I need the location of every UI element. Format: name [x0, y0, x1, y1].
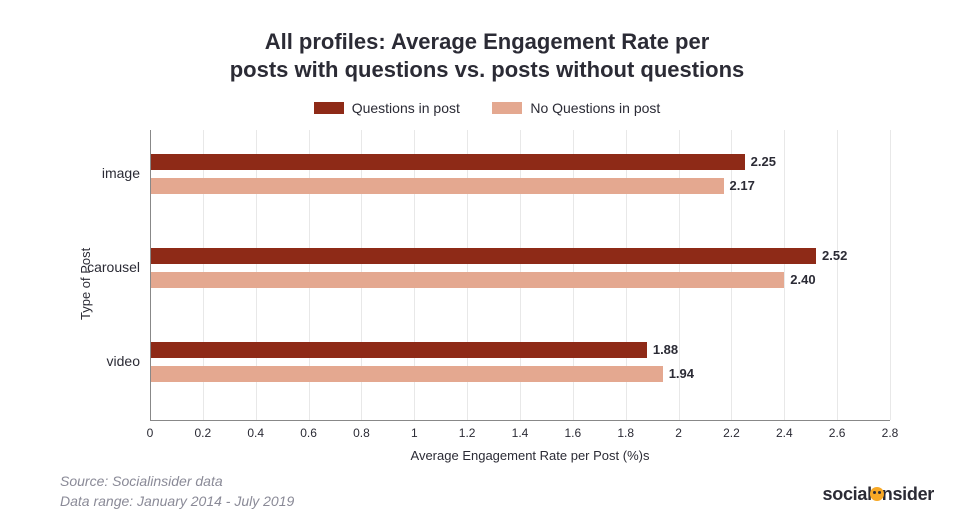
gridline [837, 130, 838, 420]
chart-title-line2: posts with questions vs. posts without q… [0, 56, 974, 84]
x-tick-label: 1.8 [611, 426, 641, 440]
x-tick-label: 2.2 [716, 426, 746, 440]
y-axis-line [150, 130, 151, 420]
chart-title-line1: All profiles: Average Engagement Rate pe… [0, 28, 974, 56]
x-axis-line [150, 420, 890, 421]
legend-swatch-noquestions [492, 102, 522, 114]
bar [150, 272, 784, 288]
x-tick-label: 1.6 [558, 426, 588, 440]
legend: Questions in post No Questions in post [0, 100, 974, 119]
brand-dot-icon [870, 487, 884, 501]
legend-label-noquestions: No Questions in post [530, 100, 660, 116]
bar-value-label: 2.52 [822, 248, 847, 263]
x-tick-label: 2 [664, 426, 694, 440]
source-line: Source: Socialinsider data [60, 473, 223, 489]
gridline [784, 130, 785, 420]
brand-text-right: nsider [882, 484, 934, 504]
data-range-line: Data range: January 2014 - July 2019 [60, 493, 294, 509]
plot-area: 00.20.40.60.811.21.41.61.822.22.42.62.8i… [150, 130, 890, 420]
chart-frame: All profiles: Average Engagement Rate pe… [0, 0, 974, 531]
x-tick-label: 1.2 [452, 426, 482, 440]
x-tick-label: 0.6 [294, 426, 324, 440]
bar [150, 248, 816, 264]
bar [150, 366, 663, 382]
legend-swatch-questions [314, 102, 344, 114]
legend-item-noquestions: No Questions in post [492, 100, 660, 116]
bar-value-label: 2.17 [730, 178, 755, 193]
bar [150, 342, 647, 358]
brand-logo: social nsider [823, 484, 934, 505]
bar [150, 154, 745, 170]
x-tick-label: 0.4 [241, 426, 271, 440]
x-tick-label: 2.6 [822, 426, 852, 440]
y-tick-label: carousel [60, 259, 140, 275]
bar-value-label: 2.25 [751, 154, 776, 169]
x-tick-label: 2.4 [769, 426, 799, 440]
brand-text-left: social [823, 484, 872, 504]
x-tick-label: 1 [399, 426, 429, 440]
bar-value-label: 1.88 [653, 342, 678, 357]
bar-value-label: 2.40 [790, 272, 815, 287]
x-tick-label: 1.4 [505, 426, 535, 440]
legend-item-questions: Questions in post [314, 100, 460, 116]
x-axis-label: Average Engagement Rate per Post (%)s [380, 448, 680, 463]
chart-title: All profiles: Average Engagement Rate pe… [0, 28, 974, 83]
gridline [890, 130, 891, 420]
legend-label-questions: Questions in post [352, 100, 460, 116]
x-tick-label: 0.2 [188, 426, 218, 440]
x-tick-label: 0 [135, 426, 165, 440]
y-tick-label: image [60, 165, 140, 181]
bar [150, 178, 724, 194]
y-tick-label: video [60, 353, 140, 369]
x-tick-label: 2.8 [875, 426, 905, 440]
bar-value-label: 1.94 [669, 366, 694, 381]
x-tick-label: 0.8 [346, 426, 376, 440]
